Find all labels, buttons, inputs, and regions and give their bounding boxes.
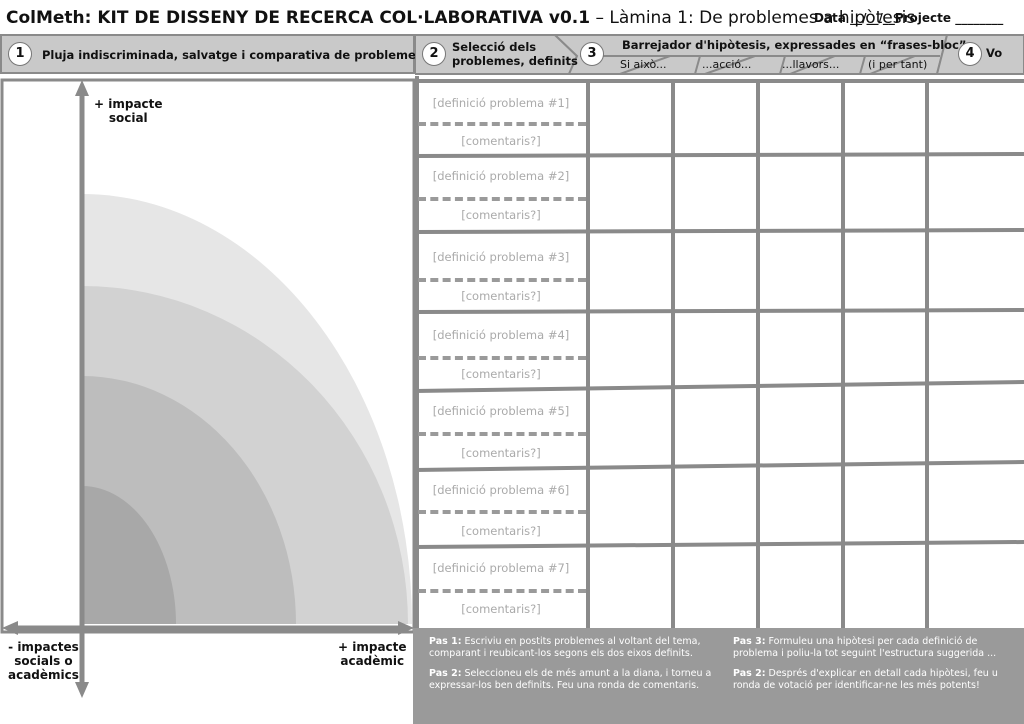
block-accio: ...acció...	[702, 58, 752, 71]
target-rings	[82, 194, 412, 624]
instruction-step-4-text: Després d'explicar en detall cada hipòte…	[733, 668, 998, 691]
axis-label-academic: + impacte acadèmic	[338, 640, 407, 668]
problem-definition-4[interactable]: [definició problema #4]	[432, 328, 570, 342]
row-divider-1	[418, 122, 586, 126]
impact-target-diagram	[0, 78, 416, 698]
row-divider-2	[418, 197, 586, 201]
hypothesis-grid	[415, 76, 1024, 628]
problem-comment-1[interactable]: [comentaris?]	[461, 134, 541, 148]
section-1-number: 1	[8, 42, 32, 66]
section-1-label: Pluja indiscriminada, salvatge i compara…	[42, 48, 428, 62]
block-i-per-tant: (i per tant)	[868, 58, 928, 71]
instruction-step-1: Pas 1: Escriviu en postits problemes al …	[429, 636, 719, 660]
block-llavors: ...llavors...	[782, 58, 840, 71]
section-3-label: Barrejador d'hipòtesis, expressades en “…	[622, 38, 967, 52]
axis-label-academic-line2: acadèmic	[340, 654, 405, 668]
row-divider-7	[418, 589, 586, 593]
sheet-title: – Làmina 1: De problemes a hipòtesis	[590, 8, 916, 28]
section-4-number: 4	[958, 42, 982, 66]
problem-definition-1[interactable]: [definició problema #1]	[432, 96, 570, 110]
problem-definition-7[interactable]: [definició problema #7]	[432, 561, 570, 575]
instructions-panel: Pas 1: Escriviu en postits problemes al …	[413, 628, 1024, 724]
problem-comment-2[interactable]: [comentaris?]	[461, 208, 541, 222]
instruction-step-4: Pas 2: Després d'explicar en detall cada…	[733, 668, 1017, 692]
row-divider-6	[418, 510, 586, 514]
instruction-step-1-text: Escriviu en postits problemes al voltant…	[429, 636, 701, 659]
problem-comment-5[interactable]: [comentaris?]	[461, 446, 541, 460]
axis-label-origin-line2: socials o	[14, 654, 73, 668]
section-2-label: Selecció dels problemes, definits	[452, 40, 578, 68]
section-2-label-line1: Selecció dels	[452, 40, 537, 54]
instruction-step-4-label: Pas 2:	[733, 668, 766, 679]
problem-definition-3[interactable]: [definició problema #3]	[432, 250, 570, 264]
axis-label-academic-line1: + impacte	[338, 640, 407, 654]
problem-definition-6[interactable]: [definició problema #6]	[432, 483, 570, 497]
problem-definition-2[interactable]: [definició problema #2]	[432, 169, 570, 183]
section-2-label-line2: problemes, definits	[452, 54, 578, 68]
axis-label-origin: - impactes socials o acadèmics	[8, 640, 79, 682]
instruction-step-2: Pas 2: Seleccioneu els de més amunt a la…	[429, 668, 719, 692]
section-1-header: 1 Pluja indiscriminada, salvatge i compa…	[0, 34, 428, 74]
axis-label-social-line2: social	[108, 111, 148, 125]
row-divider-3	[418, 278, 586, 282]
problem-comment-7[interactable]: [comentaris?]	[461, 602, 541, 616]
sections-2-4-header	[415, 34, 1024, 75]
axis-label-social: + impacte social	[94, 97, 163, 125]
instruction-step-3-label: Pas 3:	[733, 636, 766, 647]
instruction-step-2-text: Seleccioneu els de més amunt a la diana,…	[429, 668, 712, 691]
section-3-number: 3	[580, 42, 604, 66]
date-project-field[interactable]: Data __/__/__Projecte ________	[814, 11, 1004, 25]
problem-comment-6[interactable]: [comentaris?]	[461, 524, 541, 538]
page-title: ColMeth: KIT DE DISSENY DE RECERCA COL·L…	[6, 8, 915, 28]
problem-comment-3[interactable]: [comentaris?]	[461, 289, 541, 303]
instruction-step-2-label: Pas 2:	[429, 668, 462, 679]
axis-label-origin-line3: acadèmics	[8, 668, 79, 682]
kit-title: ColMeth: KIT DE DISSENY DE RECERCA COL·L…	[6, 8, 591, 28]
instruction-step-3-text: Formuleu una hipòtesi per cada definició…	[733, 636, 997, 659]
axes	[2, 80, 414, 698]
axis-label-origin-line1: - impactes	[8, 640, 79, 654]
axis-label-social-line1: + impacte	[94, 97, 163, 111]
section-4-label: Vo	[986, 46, 1003, 60]
row-divider-4	[418, 356, 586, 360]
instruction-step-1-label: Pas 1:	[429, 636, 462, 647]
problem-comment-4[interactable]: [comentaris?]	[461, 367, 541, 381]
block-si-aixo: Si això...	[620, 58, 667, 71]
section-2-number: 2	[422, 42, 446, 66]
problem-definition-5[interactable]: [definició problema #5]	[432, 404, 570, 418]
row-divider-5	[418, 432, 586, 436]
instruction-step-3: Pas 3: Formuleu una hipòtesi per cada de…	[733, 636, 1017, 660]
